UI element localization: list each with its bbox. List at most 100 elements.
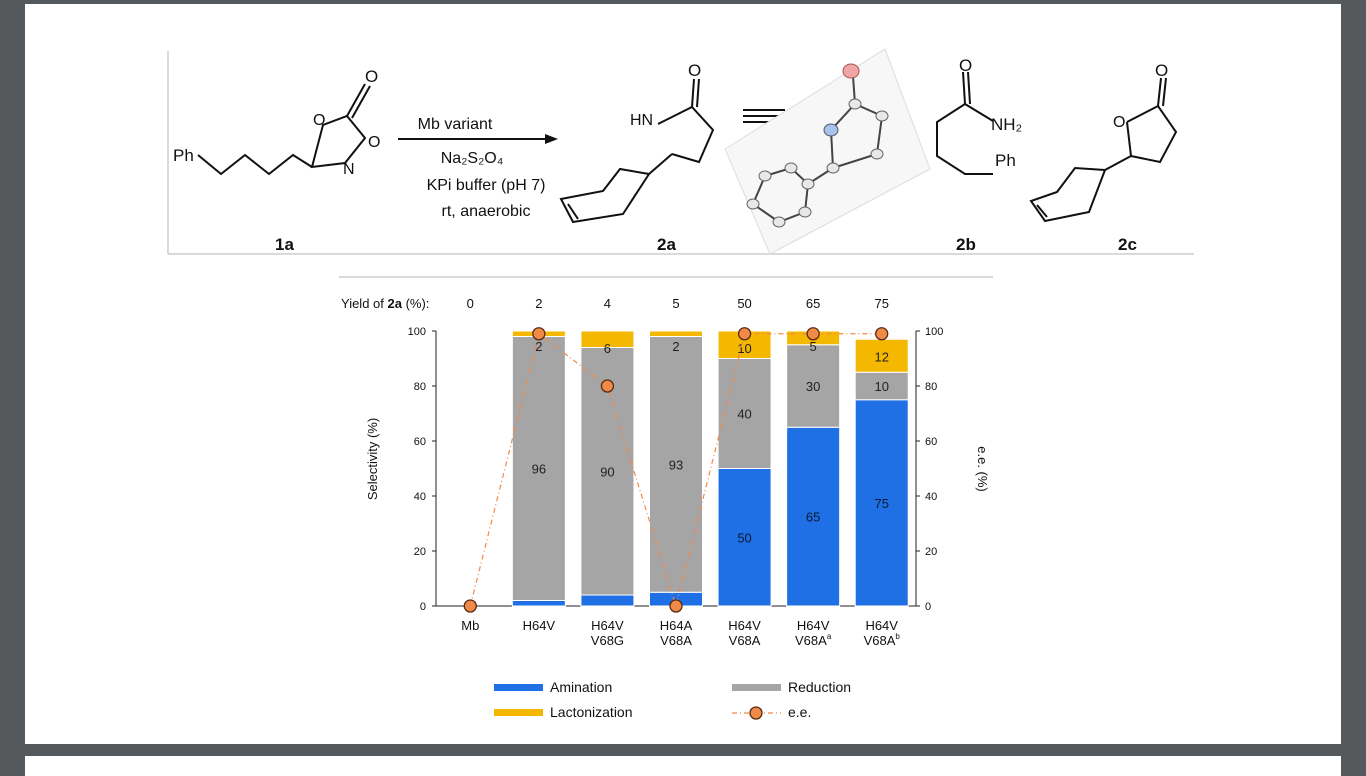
- data-label-reduction: 10: [874, 379, 888, 394]
- yield-value: 4: [604, 296, 611, 311]
- product-2a-atom-nh: HN: [630, 112, 653, 129]
- ee-point: [532, 327, 546, 341]
- bar-lactonization: [580, 330, 635, 348]
- y-tick-label: 0: [420, 601, 426, 613]
- substrate-atom-o: O: [313, 112, 325, 129]
- y-tick-label: 20: [414, 546, 426, 558]
- product-2c-structure: [1029, 77, 1178, 223]
- yield-value: 50: [737, 296, 751, 311]
- substrate-atom-n: N: [343, 161, 355, 178]
- condition-catalyst: Mb variant: [418, 116, 493, 133]
- reaction-arrowhead: [545, 134, 558, 144]
- condition-buffer: KPi buffer (pH 7): [427, 177, 546, 194]
- ee-point: [669, 599, 683, 613]
- ee-point: [737, 327, 752, 341]
- product-2c-atom-o: O: [1113, 114, 1125, 131]
- product-2b-atom-o: O: [959, 56, 972, 75]
- data-label-amination: 50: [737, 530, 751, 545]
- product-2a-atom-o: O: [688, 61, 701, 80]
- category-label: H64V V68G: [591, 618, 624, 648]
- data-label-lactonization: 12: [874, 349, 888, 364]
- category-label: H64V: [523, 618, 556, 633]
- y-tick-label: 60: [414, 436, 426, 448]
- yield-value: 65: [806, 296, 820, 311]
- legend-label: Reduction: [788, 679, 851, 695]
- data-label-reduction: 40: [737, 407, 751, 422]
- bar-amination: [854, 399, 909, 607]
- bar-series: 29624906593250401065305751012: [511, 330, 909, 607]
- product-2c-atom-o: O: [1155, 61, 1168, 80]
- yield-values: 0 2 4 5 50 65 75: [467, 296, 889, 311]
- bar-reduction: [717, 358, 772, 469]
- y2-tick-label: 100: [925, 326, 943, 338]
- bar-amination: [786, 426, 841, 607]
- category-label: Mb: [461, 618, 479, 633]
- data-label-lactonization: 10: [737, 341, 751, 356]
- product-2b-structure: [936, 71, 994, 175]
- reaction-scheme: Ph O O O N 1a Mb variant Na₂S₂O₄ KPi buf…: [167, 48, 1194, 255]
- yield-value: 2: [535, 296, 542, 311]
- document-page: Ph O O O N 1a Mb variant Na₂S₂O₄ KPi buf…: [25, 4, 1341, 744]
- ee-point: [806, 327, 820, 341]
- condition-atmosphere: rt, anaerobic: [442, 203, 531, 220]
- ee-point: [463, 599, 477, 613]
- data-label-amination: 65: [806, 510, 820, 525]
- category-label: H64V V68Aa: [795, 618, 832, 648]
- product-2b-label: 2b: [956, 235, 976, 254]
- yield-row-label: Yield of 2a (%):: [341, 296, 429, 311]
- legend-swatch: [494, 684, 543, 691]
- product-2c-label: 2c: [1118, 235, 1137, 254]
- data-label-lactonization: 2: [535, 339, 542, 354]
- category-labels: Mb H64V H64V V68G H64A V68A H64V V68A H64V V68Aa H…: [461, 618, 900, 648]
- bar-reduction: [786, 344, 841, 428]
- legend-swatch: [494, 709, 543, 716]
- bar-lactonization: [649, 330, 703, 337]
- next-page: [25, 756, 1341, 776]
- y-tick-label: 100: [408, 326, 426, 338]
- substrate-1a-structure: [197, 83, 371, 176]
- category-label: H64A V68A: [660, 618, 693, 648]
- category-label: H64V V68Ab: [864, 618, 901, 648]
- data-label-reduction: 30: [806, 379, 820, 394]
- ee-point: [600, 379, 615, 393]
- y2-tick-label: 20: [925, 546, 937, 558]
- yield-value: 75: [874, 296, 888, 311]
- legend-swatch-marker: [749, 706, 763, 720]
- legend-label: Lactonization: [550, 704, 633, 720]
- substrate-atom-o: O: [365, 67, 378, 86]
- y2-tick-label: 0: [925, 601, 931, 613]
- y2-tick-label: 60: [925, 436, 937, 448]
- legend-label: Amination: [550, 679, 612, 695]
- legend-label: e.e.: [788, 704, 811, 720]
- bar-amination: [717, 468, 772, 607]
- yield-value: 5: [672, 296, 679, 311]
- substrate-ph-label: Ph: [173, 146, 194, 165]
- crystal-structure-image: [724, 48, 931, 255]
- y2-tick-label: 80: [925, 381, 937, 393]
- bar-amination: [511, 600, 566, 607]
- product-2a-structure: [559, 78, 715, 224]
- product-2a-label: 2a: [657, 235, 676, 254]
- data-label-lactonization: 5: [810, 339, 817, 354]
- legend-swatch: [732, 684, 781, 691]
- bar-reduction: [649, 336, 703, 593]
- yield-value: 0: [467, 296, 474, 311]
- substrate-atom-o: O: [368, 134, 380, 151]
- chart-legend: Amination Reduction Lactonization e.e.: [494, 679, 851, 720]
- category-label: H64V V68A: [728, 618, 761, 648]
- data-label-lactonization: 2: [672, 339, 679, 354]
- y-tick-label: 80: [414, 381, 426, 393]
- bar-amination: [580, 594, 635, 607]
- bar-reduction: [511, 336, 566, 601]
- y2-axis-title: e.e. (%): [975, 446, 990, 492]
- figure: Ph O O O N 1a Mb variant Na₂S₂O₄ KPi buf…: [167, 48, 1194, 720]
- data-label-reduction: 96: [532, 462, 546, 477]
- y2-tick-label: 40: [925, 491, 937, 503]
- product-2b-atom-ph: Ph: [995, 151, 1016, 170]
- data-label-reduction: 93: [669, 457, 683, 472]
- data-label-lactonization: 6: [604, 341, 611, 356]
- bar-lactonization: [854, 338, 909, 373]
- product-2b-atom-nh2: NH₂: [991, 115, 1022, 134]
- y-axis-title: Selectivity (%): [365, 418, 380, 500]
